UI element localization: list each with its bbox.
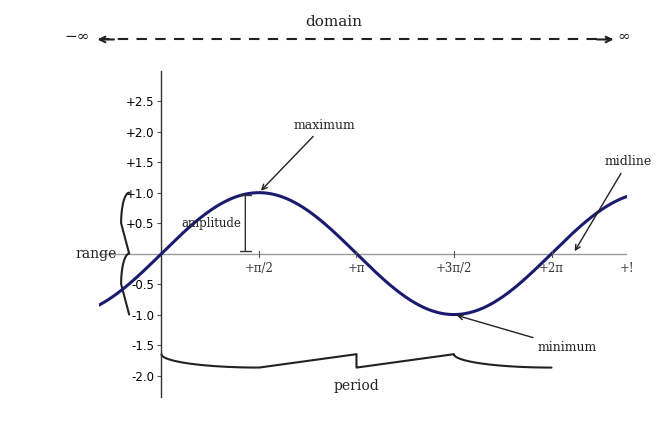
Text: +!: +!: [620, 262, 634, 275]
Text: minimum: minimum: [458, 315, 597, 354]
Text: −∞: −∞: [64, 30, 89, 43]
Text: domain: domain: [305, 15, 362, 29]
Text: maximum: maximum: [262, 119, 355, 190]
Text: ∞: ∞: [617, 30, 630, 43]
Text: +π/2: +π/2: [245, 262, 273, 275]
Text: amplitude: amplitude: [181, 217, 241, 230]
Text: +3π/2: +3π/2: [436, 262, 472, 275]
Text: midline: midline: [576, 155, 652, 250]
Text: period: period: [334, 378, 380, 393]
Text: +π: +π: [348, 262, 366, 275]
Text: +2π: +2π: [539, 262, 564, 275]
Text: range: range: [75, 247, 117, 260]
